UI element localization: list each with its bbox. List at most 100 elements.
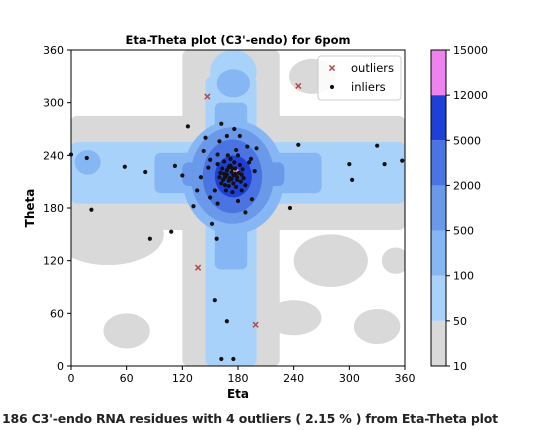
density-region [381,247,405,274]
x-tick-label: 120 [172,372,193,385]
legend: outliers inliers [317,55,402,101]
inlier-point [214,236,219,241]
colorbar-border [430,49,447,367]
colorbar-band [431,140,446,186]
inlier-point [208,157,213,162]
density-region [353,308,401,345]
inlier-point [180,173,185,178]
inlier-point [222,175,228,180]
inlier-point [209,221,215,226]
inlier-point [185,124,190,129]
outlier-point [252,321,259,328]
legend-box [317,55,402,101]
inlier-point [215,201,220,206]
inlier-point [215,162,220,167]
inlier-point [223,188,229,193]
colorbar-tick-label: 50 [453,315,467,328]
inlier-point [217,175,222,180]
inlier-point [247,160,252,165]
y-tick-label: 120 [43,255,64,268]
y-tick-label: 240 [43,149,64,162]
inlier-point [191,204,196,209]
y-tick-label: 360 [43,44,64,57]
x-tick-label: 360 [395,372,416,385]
inlier-point [243,183,248,188]
inlier-point [221,159,227,164]
colorbar-tick-label: 10 [453,360,467,373]
inlier-point [254,146,259,151]
inlier-point [222,183,228,188]
y-tick-label: 0 [57,360,64,373]
colorbar-tick-label: 15000 [453,44,488,57]
inlier-point [227,163,232,168]
inlier-point [224,319,229,324]
inlier-point [248,156,254,161]
inlier-point [172,163,178,168]
inlier-point [230,166,235,171]
colorbar-tick-label: 500 [453,225,474,238]
inlier-point [252,169,257,174]
outlier-point [295,82,302,90]
inlier-point [382,162,387,167]
outlier-point [204,93,211,100]
colorbar-band [431,50,446,96]
colorbar-tick-label: 5000 [453,134,481,147]
summary-caption: 186 C3'-endo RNA residues with 4 outlier… [2,411,498,426]
density-region [103,313,150,349]
colorbar-band [431,230,446,276]
density-region [265,300,322,336]
inlier-point [230,190,235,195]
inlier-point [243,210,248,215]
chart-svg: 0 60 120 180 240 300 360 0 60 120 180 240 300 360 Eta-… [23,33,488,401]
inlier-point [234,147,239,153]
inlier-point [220,166,225,171]
colorbar-band [431,320,446,366]
inlier-point [249,197,255,202]
inlier-point [221,171,227,176]
outlier-points [194,82,302,328]
inlier-point [195,188,200,193]
inlier-point [238,179,243,184]
inlier-point [241,176,246,181]
inlier-point [224,133,229,139]
inlier-point [147,236,152,241]
inlier-point [233,171,238,176]
density-region [216,69,251,98]
inlier-point [219,356,224,362]
inlier-point [219,121,224,126]
colorbar-tick-label: 100 [453,270,474,283]
inlier-point [89,207,94,212]
inlier-point [169,229,174,234]
y-axis-label: Theta [23,189,37,228]
inlier-point [235,153,241,158]
density-region [71,203,164,266]
inlier-point [203,135,208,140]
inlier-point [206,165,211,170]
legend-inlier-marker [329,84,335,90]
inlier-point [234,177,240,183]
y-tick-label: 60 [50,307,64,320]
legend-outlier-marker [328,64,336,72]
inlier-point [68,152,74,157]
inlier-point [226,183,231,189]
inlier-point [239,172,244,177]
inlier-point [143,169,148,175]
inlier-point [219,181,224,186]
inlier-point [400,158,405,163]
chart-title: Eta-Theta plot (C3'-endo) for 6pom [126,33,351,47]
inlier-point [228,156,233,161]
density-region [293,234,368,287]
inlier-point [84,155,89,161]
x-axis-label: Eta [227,387,249,401]
inlier-point [296,142,301,147]
inlier-point [208,195,213,200]
colorbar-band [431,95,446,141]
colorbar-tick-label: 12000 [453,89,488,102]
inlier-point [201,148,206,154]
outlier-point [194,264,202,271]
inlier-point [240,167,245,172]
inlier-point [245,144,250,149]
inlier-point [212,188,217,193]
inlier-point [231,356,236,362]
y-tick-label: 180 [43,202,64,215]
